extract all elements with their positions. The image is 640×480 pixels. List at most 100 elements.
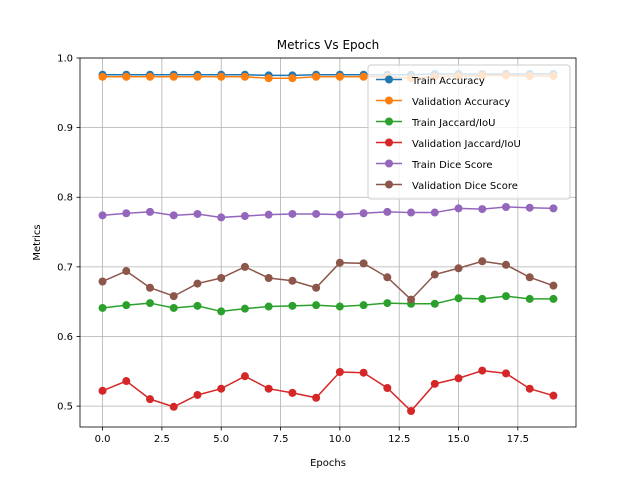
data-point — [169, 211, 178, 220]
data-point — [383, 299, 392, 308]
x-tick-label: 12.5 — [388, 434, 410, 445]
data-point — [169, 402, 178, 411]
data-point — [193, 209, 202, 218]
data-point — [525, 203, 534, 212]
data-point — [359, 301, 368, 310]
y-tick-label: 0.5 — [57, 402, 73, 413]
x-tick-label: 10.0 — [329, 434, 351, 445]
legend-item: Validation Jaccard/IoU — [376, 138, 521, 150]
data-point — [549, 294, 558, 303]
data-point — [407, 208, 416, 217]
legend-label: Train Dice Score — [411, 160, 493, 171]
legend-box — [367, 64, 571, 200]
data-point — [122, 267, 131, 276]
data-point — [217, 274, 226, 283]
data-point — [193, 301, 202, 310]
data-point — [501, 202, 510, 211]
legend: Train Accuracy Validation Accuracy Train J… — [367, 64, 571, 200]
data-point — [264, 274, 273, 283]
data-point — [240, 72, 249, 81]
legend-marker — [385, 180, 393, 189]
data-point — [430, 208, 439, 217]
legend-label: Train Accuracy — [411, 76, 485, 87]
data-point — [407, 406, 416, 415]
data-point — [335, 258, 344, 267]
series-2 — [98, 292, 558, 316]
series-4 — [98, 202, 558, 222]
legend-item: Train Accuracy — [376, 75, 485, 87]
x-tick-label: 15.0 — [447, 434, 469, 445]
data-point — [217, 307, 226, 316]
data-point — [169, 72, 178, 81]
data-point — [525, 384, 534, 393]
data-point — [478, 257, 487, 266]
y-tick-label: 0.9 — [57, 123, 73, 134]
series-3 — [98, 366, 558, 415]
data-point — [288, 276, 297, 285]
data-point — [335, 72, 344, 81]
data-point — [549, 204, 558, 213]
y-axis-title: Metrics — [32, 224, 43, 260]
data-point — [501, 292, 510, 301]
data-point — [430, 379, 439, 388]
legend-item: Train Dice Score — [376, 159, 493, 171]
data-point — [478, 205, 487, 214]
x-tick-label: 0.0 — [95, 434, 111, 445]
series-line — [102, 369, 554, 413]
data-point — [193, 279, 202, 288]
data-point — [264, 74, 273, 83]
data-point — [383, 207, 392, 216]
data-point — [407, 295, 416, 304]
data-point — [478, 366, 487, 375]
data-point — [478, 294, 487, 303]
data-point — [122, 301, 131, 310]
legend-marker — [385, 138, 393, 147]
data-point — [359, 209, 368, 218]
data-point — [240, 372, 249, 381]
chart-title: Metrics Vs Epoch — [277, 38, 379, 52]
data-point — [193, 72, 202, 81]
data-point — [169, 292, 178, 301]
legend-marker — [385, 96, 393, 105]
data-point — [288, 388, 297, 397]
y-tick-label: 0.8 — [57, 193, 73, 204]
data-point — [383, 384, 392, 393]
data-point — [122, 377, 131, 386]
legend-item: Validation Accuracy — [376, 96, 510, 108]
data-point — [549, 391, 558, 400]
data-point — [335, 302, 344, 311]
data-point — [525, 294, 534, 303]
x-tick-label: 5.0 — [213, 434, 229, 445]
legend-label: Train Jaccard/IoU — [411, 118, 495, 129]
data-point — [264, 302, 273, 311]
data-point — [146, 299, 155, 308]
data-point — [146, 395, 155, 404]
data-point — [146, 72, 155, 81]
plot-frame — [79, 57, 577, 428]
series-line — [102, 260, 554, 301]
legend-marker — [385, 117, 393, 126]
data-point — [240, 262, 249, 271]
data-point — [169, 303, 178, 312]
x-axis-title: Epochs — [310, 458, 346, 469]
legend-marker — [385, 159, 393, 168]
data-point — [359, 72, 368, 81]
series-5 — [98, 257, 558, 304]
legend-marker — [385, 75, 393, 84]
data-point — [501, 260, 510, 269]
data-point — [549, 281, 558, 290]
data-point — [98, 303, 107, 312]
legend-item: Validation Dice Score — [376, 180, 518, 192]
y-axis-ticks: 0.5 0.6 0.7 0.8 0.9 1.0 — [57, 54, 80, 413]
data-point — [240, 304, 249, 313]
data-point — [454, 264, 463, 273]
data-point — [217, 213, 226, 222]
data-point — [288, 74, 297, 83]
data-point — [359, 368, 368, 377]
data-point — [98, 72, 107, 81]
x-tick-label: 7.5 — [273, 434, 289, 445]
data-point — [217, 72, 226, 81]
data-point — [359, 259, 368, 268]
y-tick-label: 0.7 — [57, 262, 73, 273]
